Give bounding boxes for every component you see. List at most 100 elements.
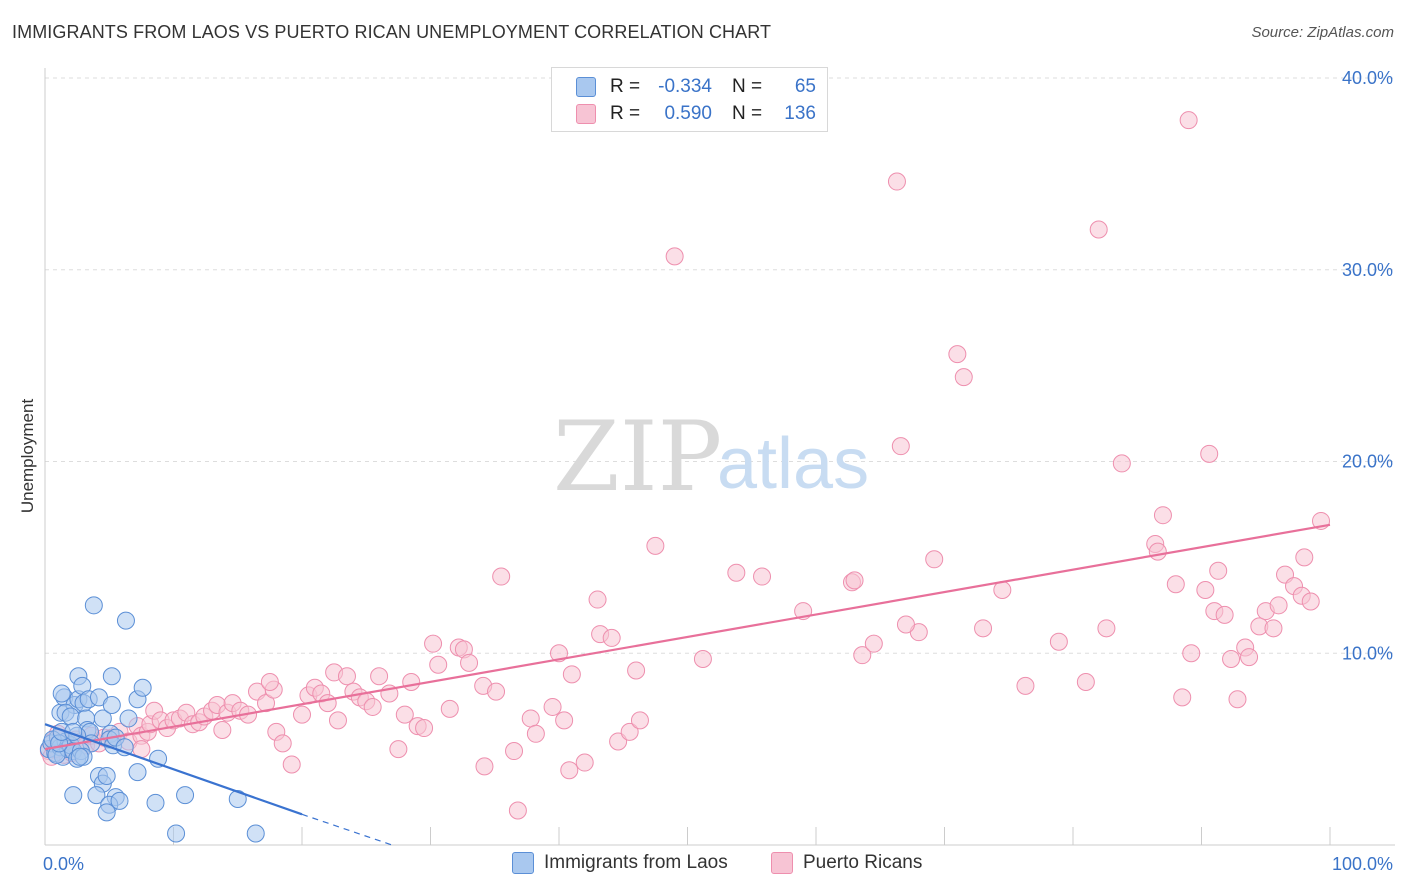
puerto-ricans-point <box>440 699 459 718</box>
puerto-ricans-point <box>282 755 301 774</box>
puerto-ricans-point <box>1173 688 1192 707</box>
puerto-ricans-point <box>429 655 448 674</box>
laos-point <box>70 747 89 766</box>
puerto-ricans-point <box>646 536 665 555</box>
puerto-ricans-point <box>1179 111 1198 130</box>
puerto-ricans-point <box>1240 648 1259 667</box>
puerto-ricans-point <box>1215 605 1234 624</box>
puerto-ricans-point <box>588 590 607 609</box>
puerto-ricans-point <box>1112 454 1131 473</box>
legend-label-laos: Immigrants from Laos <box>544 852 728 873</box>
puerto-ricans-point <box>560 761 579 780</box>
puerto-ricans-point <box>845 571 864 590</box>
laos-point <box>146 793 165 812</box>
puerto-ricans-point <box>575 753 594 772</box>
puerto-ricans-swatch <box>771 852 793 874</box>
puerto-ricans-point <box>896 615 915 634</box>
puerto-ricans-point <box>693 650 712 669</box>
puerto-ricans-point <box>424 634 443 653</box>
puerto-ricans-point <box>555 711 574 730</box>
puerto-ricans-point <box>727 563 746 582</box>
laos-swatch <box>576 77 596 97</box>
legend-row-laos: R = -0.334 N = 65 <box>576 74 816 100</box>
puerto-ricans-point <box>395 705 414 724</box>
trend-lines <box>44 523 1331 846</box>
r-label: R = <box>610 76 641 97</box>
puerto-ricans-point <box>543 697 562 716</box>
laos-point <box>246 824 265 843</box>
puerto-ricans-point <box>1097 619 1116 638</box>
watermark-zip: ZIP <box>553 401 722 513</box>
puerto-ricans-point <box>1222 650 1241 669</box>
puerto-ricans-point <box>526 724 545 743</box>
x-tick-label-max: 100.0% <box>1332 854 1393 874</box>
laos-point <box>116 611 135 630</box>
laos-point <box>228 789 247 808</box>
y-tick-label: 40.0% <box>1342 68 1393 88</box>
tick-labels: 10.0% 20.0% 30.0% 40.0% 0.0% 100.0% <box>43 68 1393 874</box>
puerto-ricans-point <box>887 172 906 191</box>
watermark: ZIP atlas <box>553 401 869 513</box>
puerto-ricans-point <box>415 719 434 738</box>
laos-point <box>93 709 112 728</box>
puerto-ricans-point <box>363 697 382 716</box>
puerto-ricans-point <box>1049 632 1068 651</box>
puerto-ricans-point <box>627 661 646 680</box>
n-label: N = <box>732 103 763 124</box>
source-credit: Source: ZipAtlas.com <box>1251 24 1394 41</box>
laos-point <box>97 803 116 822</box>
grid-lines <box>45 77 1395 654</box>
laos-point <box>64 786 83 805</box>
puerto-ricans-point <box>213 720 232 739</box>
legend-item-laos[interactable]: Immigrants from Laos <box>512 852 728 874</box>
legend-item-puerto-ricans[interactable]: Puerto Ricans <box>771 852 922 874</box>
puerto-ricans-point <box>1200 444 1219 463</box>
r-label: R = <box>610 103 641 124</box>
puerto-ricans-point <box>948 345 967 364</box>
puerto-ricans-point <box>1301 592 1320 611</box>
puerto-ricans-point <box>260 673 279 692</box>
y-tick-label: 30.0% <box>1342 260 1393 280</box>
puerto-ricans-point <box>753 567 772 586</box>
puerto-ricans-point <box>925 550 944 569</box>
n-value: 65 <box>794 76 816 97</box>
puerto-ricans-point <box>562 665 581 684</box>
puerto-ricans-point <box>1228 690 1247 709</box>
puerto-ricans-point <box>492 567 511 586</box>
puerto-ricans-point <box>1264 619 1283 638</box>
puerto-ricans-point <box>370 667 389 686</box>
laos-point <box>176 786 195 805</box>
puerto-ricans-point <box>602 628 621 647</box>
puerto-ricans-point <box>891 437 910 456</box>
correlation-legend: R = -0.334 N = 65 R = 0.590 N = 136 <box>551 67 828 132</box>
puerto-ricans-point <box>475 757 494 776</box>
puerto-ricans-point <box>460 653 479 672</box>
puerto-ricans-point <box>1076 673 1095 692</box>
puerto-ricans-point <box>550 644 568 663</box>
y-axis-label: Unemployment <box>18 398 37 514</box>
laos-point <box>97 766 116 785</box>
puerto-ricans-point <box>293 705 311 724</box>
puerto-ricans-point <box>1166 575 1185 594</box>
y-tick-label: 10.0% <box>1342 643 1393 663</box>
puerto-ricans-point <box>1196 580 1215 599</box>
laos-point <box>110 791 129 810</box>
puerto-ricans-point <box>609 732 628 751</box>
x-tick-label-min: 0.0% <box>43 854 84 874</box>
laos-point <box>84 596 103 615</box>
puerto-ricans-point <box>630 711 649 730</box>
laos-point <box>128 763 147 782</box>
laos-swatch <box>512 852 534 874</box>
puerto-ricans-point <box>505 742 524 761</box>
puerto-ricans-point <box>389 740 408 759</box>
puerto-ricans-point <box>1269 596 1288 615</box>
puerto-ricans-point <box>1209 561 1228 580</box>
n-label: N = <box>732 76 763 97</box>
puerto-ricans-point <box>508 801 527 820</box>
laos-point <box>87 786 106 805</box>
puerto-ricans-point <box>1148 542 1167 561</box>
puerto-ricans-point <box>487 682 506 701</box>
watermark-atlas: atlas <box>717 424 869 504</box>
puerto-ricans-point <box>1153 506 1172 525</box>
puerto-ricans-point <box>954 368 973 387</box>
